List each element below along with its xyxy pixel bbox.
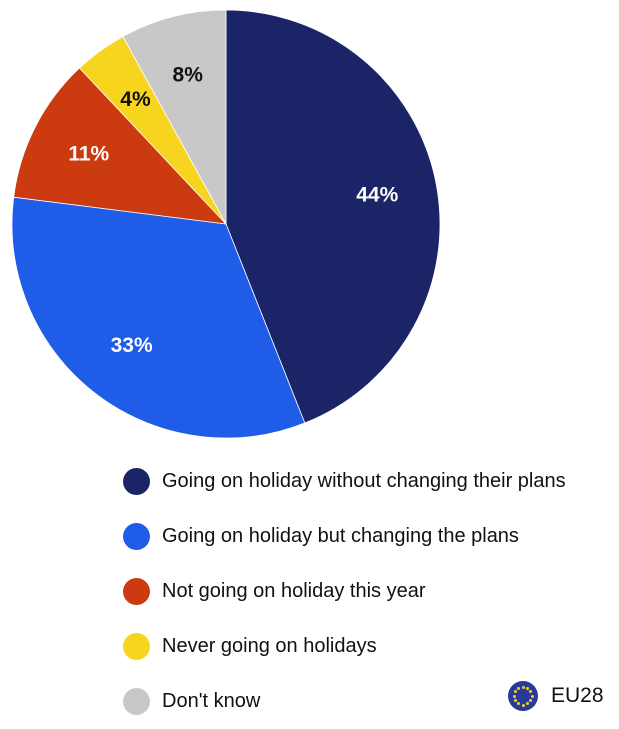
pie-slice [11,196,306,439]
legend-label: Never going on holidays [162,635,377,657]
slice-value-label: 33% [111,334,153,357]
flag-star [521,703,525,707]
slice-value-label: 4% [120,88,151,111]
slice-value-label: 44% [356,184,398,207]
flag-star [513,690,517,693]
legend-swatch [123,633,150,660]
legend: Going on holiday without changing their … [123,454,566,729]
legend-swatch [123,688,150,715]
legend-item: Going on holiday but changing the plans [123,509,566,564]
flag-star [526,686,529,690]
flag-star [529,690,533,693]
legend-label: Don't know [162,690,261,712]
legend-label: Going on holiday without changing their … [162,470,566,492]
pie-slices [11,9,441,439]
legend-item: Never going on holidays [123,619,566,674]
pie-slice [13,67,228,225]
scope-label: EU28 [551,684,604,707]
legend-label: Going on holiday but changing the plans [162,525,519,547]
legend-item: Don't know [123,674,566,729]
slice-value-label: 11% [68,143,109,166]
pie-slice [225,9,441,424]
scope-indicator: EU28 [508,681,604,711]
legend-swatch [123,468,150,495]
slice-value-label: 8% [173,63,204,86]
eu-flag-icon [508,681,538,711]
flag-star [512,694,516,698]
flag-star [517,702,520,706]
legend-item: Not going on holiday this year [123,564,566,619]
flag-star [517,686,520,690]
flag-star [529,699,533,702]
legend-label: Not going on holiday this year [162,580,426,602]
flag-star [521,685,525,689]
pie-slice [122,9,227,225]
flag-star [513,699,517,702]
legend-swatch [123,578,150,605]
pie-slice-labels: 44% 33% 11% 4% 8% [68,63,398,357]
flag-star [530,694,534,698]
flag-star [526,702,529,706]
pie-chart: 44% 33% 11% 4% 8% [11,9,441,439]
legend-item: Going on holiday without changing their … [123,454,566,509]
legend-swatch [123,523,150,550]
